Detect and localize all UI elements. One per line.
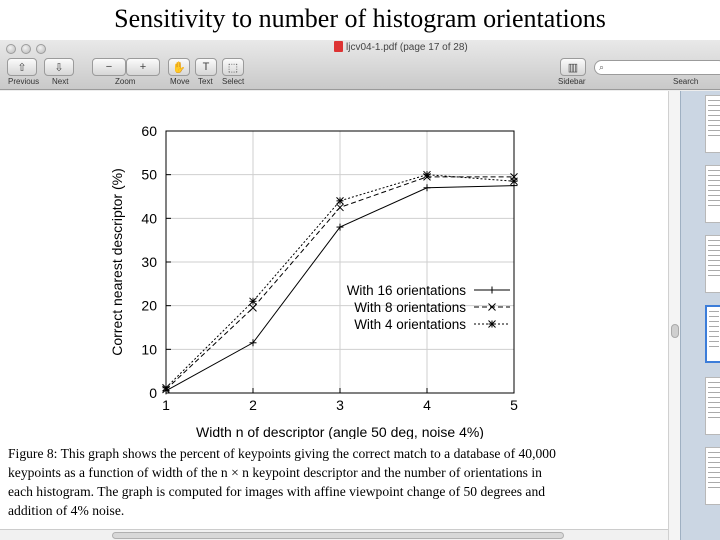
arrow-up-icon: ⇧ xyxy=(17,61,27,74)
y-tick-label: 30 xyxy=(141,254,157,270)
vertical-scrollbar[interactable] xyxy=(668,91,680,540)
figure-caption: Figure 8: This graph shows the percent o… xyxy=(8,444,664,520)
data-point xyxy=(336,203,344,212)
page-thumbnail[interactable] xyxy=(705,95,720,153)
page-thumbnail[interactable] xyxy=(705,447,720,505)
x-tick-label: 4 xyxy=(423,397,431,413)
data-point xyxy=(336,197,344,205)
marker-stroke xyxy=(162,383,170,392)
minimize-window-button[interactable] xyxy=(21,44,31,54)
text-tool-button[interactable]: T xyxy=(195,58,217,76)
y-tick-label: 0 xyxy=(149,385,157,401)
preview-window: ljcv04-1.pdf (page 17 of 28) ⇧ ⇩ − + ✋ T… xyxy=(0,40,720,540)
data-point xyxy=(488,320,496,328)
arrow-down-icon: ⇩ xyxy=(54,61,64,74)
close-window-button[interactable] xyxy=(6,44,16,54)
data-point xyxy=(488,303,496,311)
page-thumbnail-selected[interactable] xyxy=(705,305,720,363)
x-tick-label: 2 xyxy=(249,397,257,413)
y-tick-label: 20 xyxy=(141,298,157,314)
move-tool-button[interactable]: ✋ xyxy=(168,58,190,76)
y-tick-label: 60 xyxy=(141,123,157,139)
thumbnail-sidebar xyxy=(680,91,720,540)
data-point xyxy=(423,184,431,192)
sidebar-icon: ▥ xyxy=(567,61,579,74)
hand-icon: ✋ xyxy=(172,61,186,74)
text-label: Text xyxy=(198,77,213,86)
y-tick-label: 10 xyxy=(141,341,157,357)
marker-stroke xyxy=(423,170,431,179)
zoom-in-button[interactable]: + xyxy=(126,58,160,76)
search-label: Search xyxy=(673,77,699,86)
legend-label: With 16 orientations xyxy=(347,283,467,298)
data-point xyxy=(336,223,344,231)
y-tick-label: 40 xyxy=(141,210,157,226)
minus-icon: − xyxy=(105,61,113,73)
marker-stroke xyxy=(336,197,344,205)
previous-label: Previous xyxy=(8,77,40,86)
caption-line: addition of 4% noise. xyxy=(8,503,125,518)
data-point xyxy=(249,339,257,347)
caption-line: Figure 8: This graph shows the percent o… xyxy=(8,446,556,461)
move-label: Move xyxy=(170,77,190,86)
marker-stroke xyxy=(510,177,518,186)
y-axis-label: Correct nearest descriptor (%) xyxy=(109,168,125,356)
legend-label: With 8 orientations xyxy=(354,300,466,315)
page-thumbnail[interactable] xyxy=(705,235,720,293)
marker-stroke xyxy=(488,303,496,311)
legend-label: With 4 orientations xyxy=(354,317,466,332)
chart-legend: With 16 orientations With 8 orientations W… xyxy=(347,283,510,332)
zoom-window-button[interactable] xyxy=(36,44,46,54)
data-point xyxy=(488,286,496,294)
horizontal-scrollbar[interactable] xyxy=(0,529,668,540)
data-point xyxy=(423,170,431,179)
window-title: ljcv04-1.pdf (page 17 of 28) xyxy=(334,41,468,53)
next-label: Next xyxy=(52,77,69,86)
marker-stroke xyxy=(249,303,257,312)
chart-series xyxy=(162,170,518,395)
previous-button[interactable]: ⇧ xyxy=(7,58,37,76)
pdf-file-icon xyxy=(334,41,343,52)
data-point xyxy=(249,303,257,312)
text-cursor-icon: T xyxy=(202,61,210,73)
horizontal-scroll-thumb[interactable] xyxy=(112,532,564,539)
zoom-out-button[interactable]: − xyxy=(92,58,126,76)
data-point xyxy=(162,383,170,392)
sidebar-button[interactable]: ▥ xyxy=(560,58,586,76)
select-tool-button[interactable]: ⬚ xyxy=(222,58,244,76)
select-label: Select xyxy=(222,77,245,86)
x-axis-label: Width n of descriptor (angle 50 deg, noi… xyxy=(196,424,484,439)
y-tick-label: 50 xyxy=(141,167,157,183)
marker-stroke xyxy=(249,297,257,306)
toolbar: ljcv04-1.pdf (page 17 of 28) ⇧ ⇩ − + ✋ T… xyxy=(0,40,720,90)
search-input[interactable]: ⌕ xyxy=(594,60,720,75)
sidebar-label: Sidebar xyxy=(558,77,586,86)
vertical-scroll-thumb[interactable] xyxy=(671,324,679,338)
x-tick-label: 3 xyxy=(336,397,344,413)
plus-icon: + xyxy=(139,61,147,73)
x-tick-label: 5 xyxy=(510,397,518,413)
page-thumbnail[interactable] xyxy=(705,377,720,435)
next-button[interactable]: ⇩ xyxy=(44,58,74,76)
data-point xyxy=(249,297,257,306)
x-tick-label: 1 xyxy=(162,397,170,413)
caption-line: keypoints as a function of width of the … xyxy=(8,465,542,480)
chart-grid xyxy=(165,130,515,394)
zoom-label: Zoom xyxy=(115,77,136,86)
search-icon: ⌕ xyxy=(599,62,605,72)
caption-line: each histogram. The graph is computed fo… xyxy=(8,484,546,499)
marker-stroke xyxy=(336,203,344,212)
document-page xyxy=(0,91,670,540)
data-point xyxy=(510,177,518,186)
marker-stroke xyxy=(488,320,496,328)
page-thumbnail[interactable] xyxy=(705,165,720,223)
select-rect-icon: ⬚ xyxy=(227,61,239,74)
series-line xyxy=(165,174,515,389)
slide-title: Sensitivity to number of histogram orien… xyxy=(114,4,606,33)
